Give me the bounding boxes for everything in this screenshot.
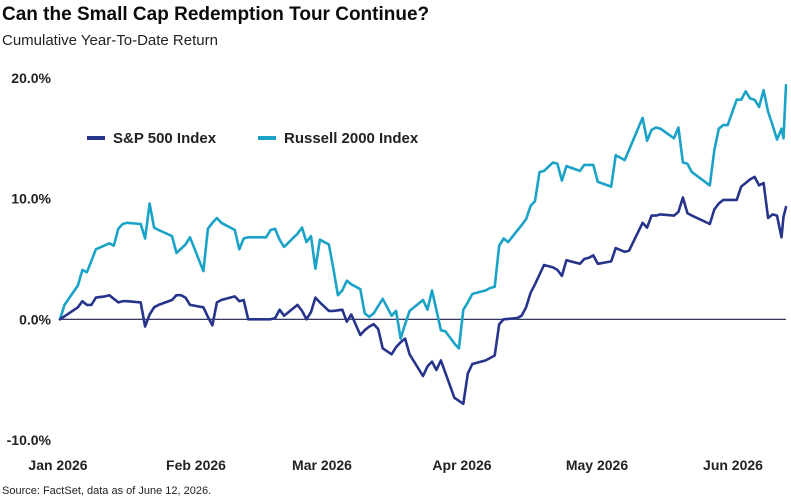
series-line-sp500 (58, 175, 788, 406)
x-tick-label: Feb 2026 (166, 457, 226, 473)
series-layer (58, 83, 788, 406)
x-tick-label: Jan 2026 (28, 457, 87, 473)
y-tick-label: 10.0% (11, 191, 51, 207)
x-tick-label: Jun 2026 (703, 457, 763, 473)
x-tick-label: Mar 2026 (292, 457, 352, 473)
y-tick-label: 20.0% (11, 70, 51, 86)
y-axis: -10.0% 0.0% 10.0% 20.0% (7, 70, 786, 448)
x-axis: Jan 2026 Feb 2026 Mar 2026 Apr 2026 May 2026… (28, 457, 763, 473)
x-tick-label: May 2026 (566, 457, 628, 473)
legend-label: Russell 2000 Index (284, 130, 419, 147)
line-chart: -10.0% 0.0% 10.0% 20.0% Jan 2026 Feb 2026 Mar… (7, 70, 788, 473)
legend: S&P 500 Index Russell 2000 Index (87, 130, 419, 147)
legend-item-sp500: S&P 500 Index (87, 130, 217, 147)
source-note: Source: FactSet, data as of June 12, 202… (2, 485, 212, 497)
x-tick-label: Apr 2026 (432, 457, 491, 473)
y-tick-label: 0.0% (19, 311, 51, 327)
series-line-russell2000 (58, 83, 788, 350)
y-tick-label: -10.0% (7, 432, 52, 448)
legend-label: S&P 500 Index (113, 130, 217, 147)
chart-subtitle: Cumulative Year-To-Date Return (2, 32, 218, 49)
chart-title: Can the Small Cap Redemption Tour Contin… (2, 4, 430, 25)
legend-item-russell2000: Russell 2000 Index (258, 130, 419, 147)
